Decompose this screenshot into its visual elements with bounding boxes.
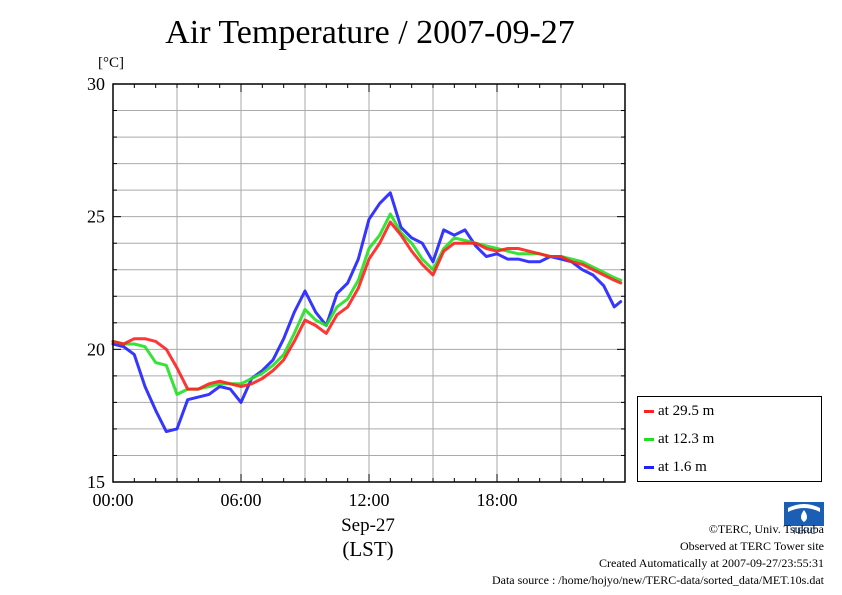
legend-item-12-3m: at 12.3 m (644, 430, 714, 448)
credit-created: Created Automatically at 2007-09-27/23:5… (599, 556, 824, 570)
series-layer (111, 191, 623, 434)
x-date-label: Sep-27 (341, 515, 395, 536)
x-tick-label: 18:00 (476, 490, 517, 510)
legend-item-29-5m: at 29.5 m (644, 402, 714, 420)
axis-ticks: 15 20 25 30 00:00 06:00 12:00 18:00 (87, 74, 626, 510)
credit-copyright: ©TERC, Univ. Tsukuba (708, 522, 824, 536)
credits-block: ©TERC, Univ. Tsukuba Observed at TERC To… (492, 521, 824, 589)
y-tick-label: 15 (87, 472, 105, 492)
terc-logo-icon: TERC (784, 502, 824, 536)
legend: at 29.5 m at 12.3 m at 1.6 m (637, 396, 822, 482)
x-tick-label: 06:00 (220, 490, 261, 510)
legend-swatch-green (644, 437, 654, 441)
series-line-at-29-5-m (111, 220, 623, 391)
legend-label: at 1.6 m (658, 458, 707, 475)
logo-text: TERC (792, 526, 817, 536)
credit-site: Observed at TERC Tower site (679, 539, 824, 553)
legend-item-1-6m: at 1.6 m (644, 458, 707, 476)
x-zone-label: (LST) (342, 537, 394, 561)
y-tick-label: 30 (87, 74, 105, 94)
grid-lines (113, 84, 625, 482)
x-tick-label: 00:00 (92, 490, 133, 510)
legend-label: at 29.5 m (658, 402, 715, 419)
legend-swatch-red (644, 409, 654, 413)
y-tick-label: 20 (87, 339, 105, 359)
chart-title: Air Temperature / 2007-09-27 (165, 14, 575, 51)
credit-source: Data source : /home/hojyo/new/TERC-data/… (491, 573, 824, 587)
y-unit-label: [°C] (98, 55, 124, 71)
legend-swatch-blue (644, 465, 654, 469)
legend-label: at 12.3 m (658, 430, 715, 447)
series-line-at-1-6-m (111, 191, 623, 434)
x-tick-label: 12:00 (348, 490, 389, 510)
y-tick-label: 25 (87, 207, 105, 227)
series-line-at-12-3-m (111, 212, 623, 396)
